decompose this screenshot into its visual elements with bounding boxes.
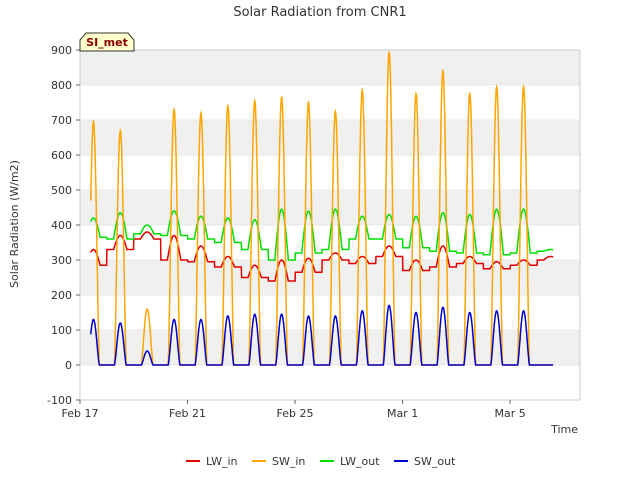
y-tick-label: 200 [51, 289, 72, 302]
grid-band [80, 120, 580, 155]
legend-label: LW_out [340, 455, 380, 468]
plot-area [79, 49, 581, 401]
badge-shape [79, 32, 135, 52]
badge-label: SI_met [86, 36, 128, 49]
badge: SI_met [79, 32, 135, 52]
y-tick-label: 400 [51, 219, 72, 232]
series-line-lw-out [90, 208, 554, 261]
series-line-sw-out [90, 304, 554, 366]
y-tick-label: 900 [51, 44, 72, 57]
legend-label: LW_in [206, 455, 238, 468]
x-tick-label: Feb 17 [62, 407, 99, 420]
x-tick-label: Feb 25 [277, 407, 314, 420]
y-tick-label: 500 [51, 184, 72, 197]
legend: LW_in SW_in LW_out SW_out [186, 455, 456, 468]
y-tick-label: 600 [51, 149, 72, 162]
x-axis: Feb 17 Feb 21 Feb 25 Mar 1 Mar 5 [62, 400, 526, 420]
y-axis-title: Solar Radiation (W/m2) [8, 160, 21, 288]
y-axis: -100 0 100 200 300 400 500 600 700 800 900 [47, 44, 80, 407]
grid-band [80, 50, 580, 85]
x-tick-label: Mar 5 [494, 407, 525, 420]
y-tick-label: -100 [47, 394, 72, 407]
y-tick-label: 0 [65, 359, 72, 372]
x-axis-title: Time [550, 423, 578, 436]
series-lines [90, 51, 554, 366]
y-tick-label: 100 [51, 324, 72, 337]
y-tick-label: 800 [51, 79, 72, 92]
legend-label: SW_in [272, 455, 305, 468]
x-tick-label: Feb 21 [169, 407, 206, 420]
y-tick-label: 700 [51, 114, 72, 127]
grid-band [80, 260, 580, 295]
x-tick-label: Mar 1 [387, 407, 418, 420]
y-tick-label: 300 [51, 254, 72, 267]
legend-label: SW_out [414, 455, 456, 468]
series-line-lw-in [90, 231, 554, 282]
grid-band [80, 190, 580, 225]
chart-title: Solar Radiation from CNR1 [233, 5, 406, 20]
